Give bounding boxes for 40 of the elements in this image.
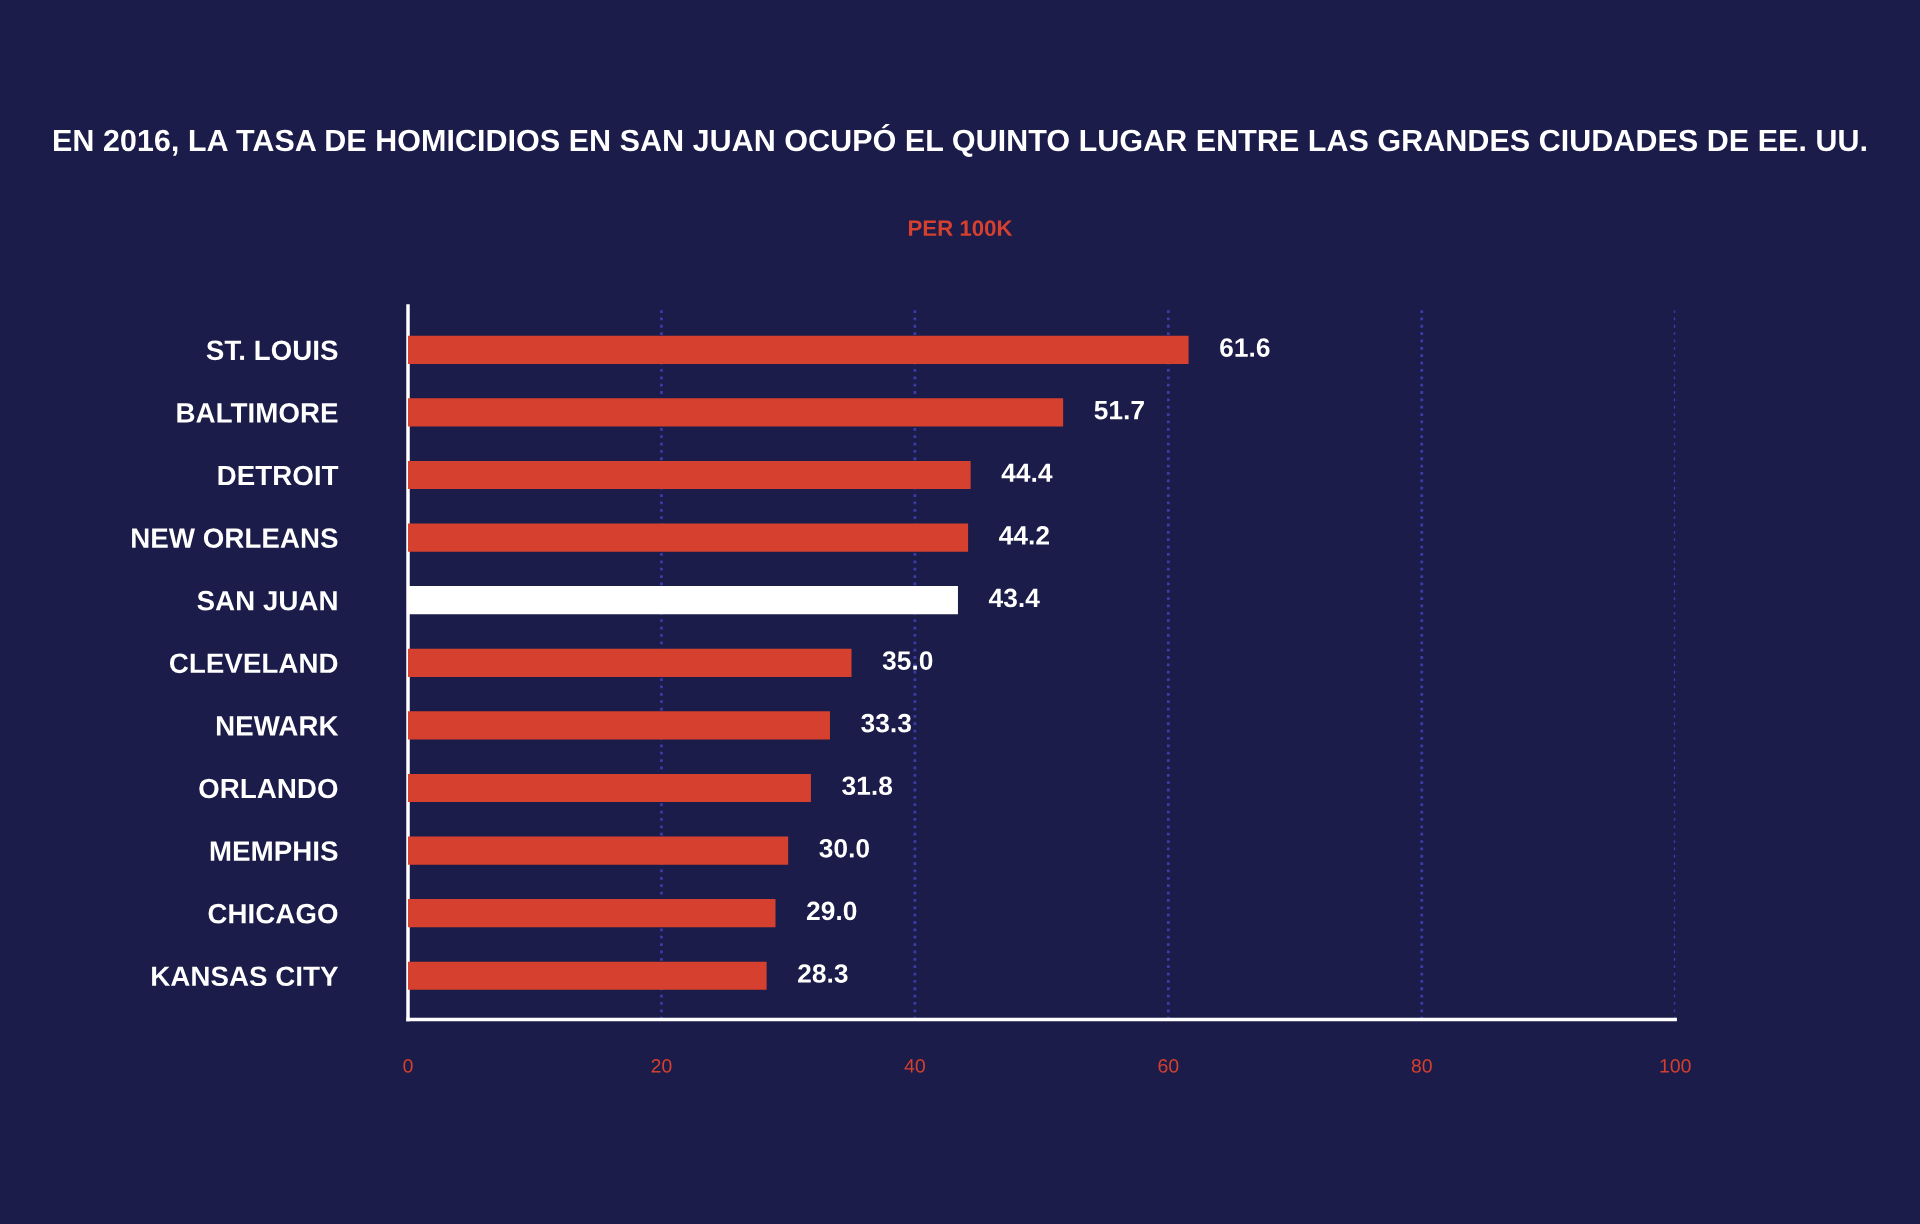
data-label: 61.6	[1220, 338, 1270, 357]
data-label: 31.8	[842, 776, 893, 796]
bar	[408, 899, 776, 928]
chart-subtitle: PER 100K	[908, 220, 1013, 237]
y-tick-label: DETROIT	[218, 465, 339, 486]
x-tick-label: 40	[904, 1058, 925, 1073]
y-tick-label: CLEVELAND	[169, 653, 338, 674]
y-tick-label: KANSAS CITY	[152, 966, 339, 987]
x-tick-label: 80	[1411, 1058, 1432, 1073]
y-tick-label: CHICAGO	[208, 903, 338, 924]
bar	[408, 523, 969, 552]
data-label: 43.4	[988, 588, 1040, 608]
bar	[408, 460, 971, 490]
data-label: 33.3	[861, 713, 911, 733]
bar	[408, 648, 852, 677]
y-tick-label: BALTIMORE	[177, 403, 338, 423]
data-label: 44.4	[1001, 463, 1053, 482]
y-tick-label: NEWARK	[216, 716, 339, 736]
data-label: 30.0	[819, 838, 869, 858]
bar	[408, 836, 789, 865]
bar	[408, 711, 830, 740]
y-tick-label: NEW ORLEANS	[132, 528, 338, 548]
bar	[408, 961, 767, 990]
y-tick-label: MEMPHIS	[210, 841, 338, 861]
x-tick-label: 60	[1158, 1058, 1179, 1073]
x-tick-label: 0	[403, 1058, 413, 1073]
bar	[408, 335, 1189, 364]
data-label: 35.0	[882, 651, 933, 670]
chart-title: EN 2016, LA TASA DE HOMICIDIOS EN SAN JUAN OCUPÓ EL QUINTO LUGAR ENTRE LAS GRANDES CIUDADES DE EE. UU.	[54, 123, 1866, 157]
y-tick-label: ORLANDO	[199, 778, 338, 799]
x-tick-label: 100	[1660, 1058, 1691, 1073]
data-label: 44.2	[999, 526, 1049, 545]
x-tick-label: 20	[651, 1058, 672, 1073]
bar	[408, 773, 811, 803]
data-label: 28.3	[798, 964, 848, 983]
data-label: 51.7	[1094, 401, 1144, 420]
bar	[408, 398, 1064, 427]
y-tick-label: ST. LOUIS	[206, 340, 338, 361]
data-label: 29.0	[806, 901, 857, 921]
y-tick-label: SAN JUAN	[197, 590, 337, 611]
